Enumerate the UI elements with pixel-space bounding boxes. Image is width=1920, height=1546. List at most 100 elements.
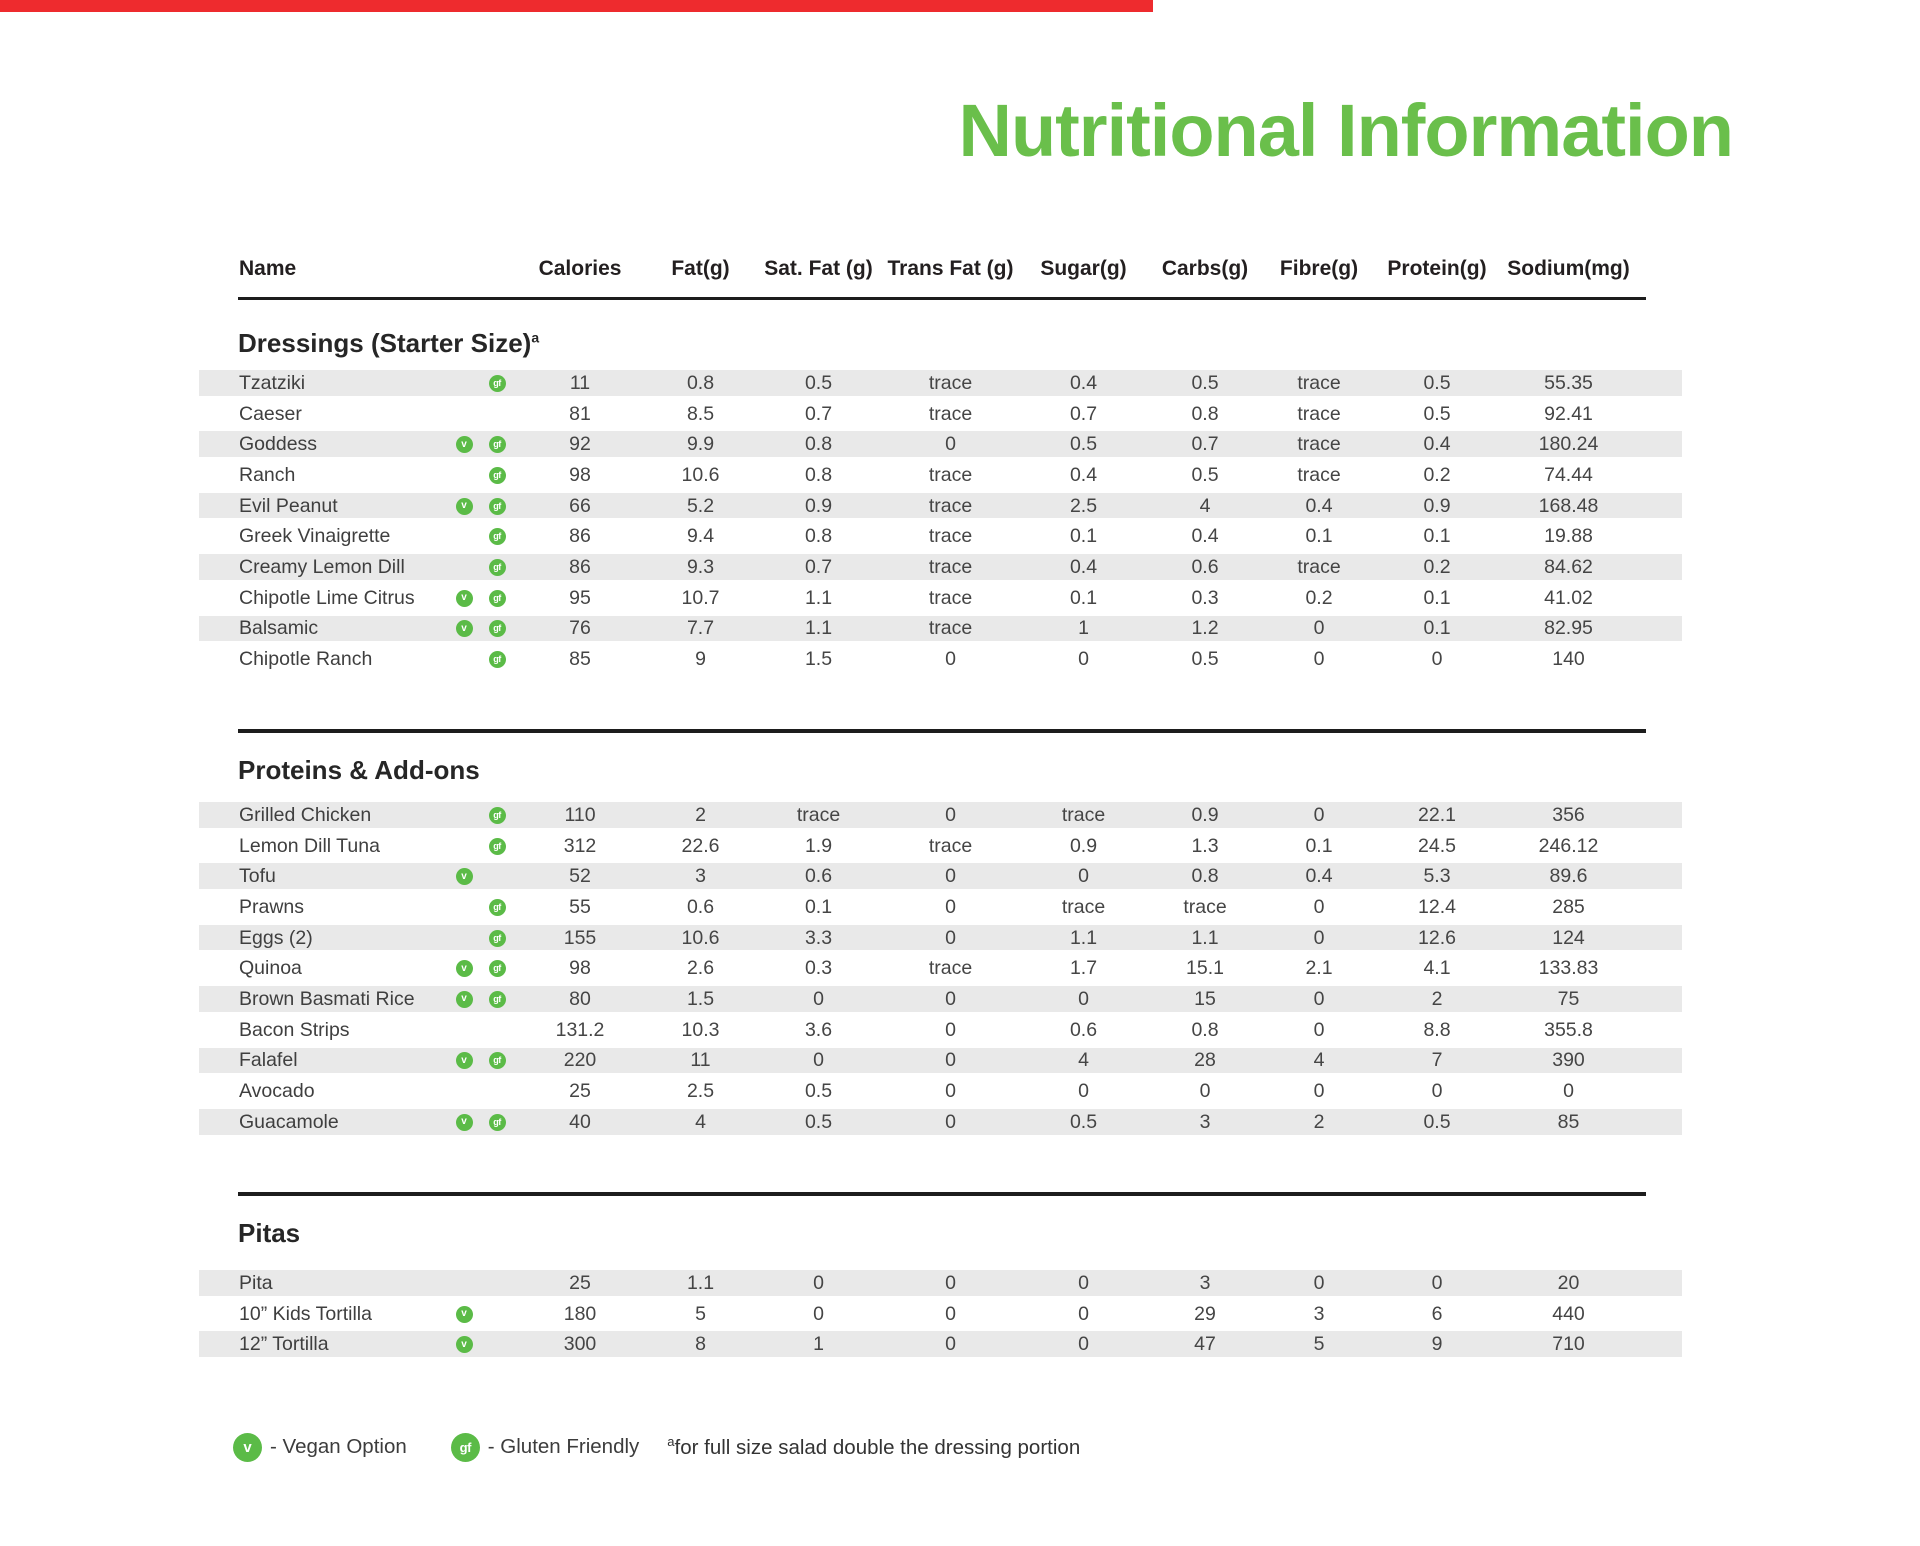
header-divider-rule	[238, 297, 1646, 300]
nutrition-value: 0.6	[1069, 1018, 1098, 1041]
nutrition-value: 0.9	[1423, 494, 1451, 517]
nutrition-value: 66	[569, 494, 591, 517]
vegan-badge-icon: v	[455, 1336, 473, 1354]
nutrition-value: 10.7	[681, 586, 720, 609]
nutrition-value: 0	[945, 1271, 956, 1294]
nutrition-value: 0.1	[1423, 525, 1451, 548]
nutrition-value: 0.1	[1305, 525, 1333, 548]
nutrition-value: trace	[928, 402, 973, 425]
nutrition-value: 52	[569, 865, 591, 888]
nutrition-value: 285	[1552, 895, 1585, 918]
table-row: Chipotle Lime Citrus v gf 95 10.7 1.1 trace…	[199, 583, 1682, 614]
nutrition-value: 80	[569, 987, 591, 1010]
section-title-dressings: Dressings (Starter Size)a	[238, 328, 539, 359]
section-divider-rule	[238, 729, 1646, 733]
vegan-badge-icon: v	[455, 1113, 473, 1131]
nutrition-value: 0.6	[804, 865, 833, 888]
gluten-friendly-badge-icon: gf	[488, 837, 506, 855]
nutrition-value: 180.24	[1538, 433, 1599, 456]
nutrition-value: 300	[563, 1333, 597, 1356]
nutrition-value: 81	[569, 402, 591, 425]
nutrition-value: 0.4	[1423, 433, 1451, 456]
nutrition-value: 0.5	[804, 371, 833, 394]
gluten-friendly-badge-icon: gf	[488, 990, 506, 1008]
nutrition-value: 95	[569, 586, 591, 609]
nutrition-value: 124	[1552, 926, 1585, 949]
vegan-badge-icon: v	[455, 497, 473, 515]
nutrition-value: 2.6	[686, 957, 715, 980]
nutrition-value: 1.1	[804, 586, 833, 609]
nutrition-value: 92.41	[1544, 402, 1593, 425]
nutrition-value: 8	[695, 1333, 706, 1356]
gluten-friendly-badge-icon: gf	[488, 898, 506, 916]
nutrition-value: 98	[569, 957, 591, 980]
nutrition-value: 110	[564, 803, 596, 826]
nutrition-value: 0	[1431, 1080, 1443, 1103]
nutrition-value: 0	[813, 1302, 824, 1325]
item-name: Caeser	[239, 402, 302, 425]
proteins-rows: Grilled Chicken v gf 1102trace0trace0.90…	[199, 800, 1682, 1138]
nutrition-value: 0.3	[1191, 586, 1219, 609]
section-divider-rule	[238, 1192, 1646, 1196]
nutrition-value: trace	[1297, 433, 1341, 456]
nutrition-value: 0.1	[804, 895, 833, 918]
nutrition-value: 0.9	[1191, 803, 1219, 826]
nutrition-value: 155	[563, 926, 597, 949]
nutrition-value: 390	[1552, 1049, 1585, 1072]
item-name: Goddess	[239, 433, 318, 456]
top-red-bar	[0, 0, 1153, 12]
gluten-friendly-badge-icon: gf	[488, 528, 506, 546]
item-name: Guacamole	[239, 1110, 339, 1133]
nutrition-value: trace	[796, 803, 841, 826]
nutrition-value: 0.2	[1423, 555, 1451, 578]
nutrition-value: 7.7	[686, 617, 715, 640]
nutrition-value: trace	[1297, 463, 1341, 486]
vegan-badge-icon: v	[455, 589, 473, 607]
nutrition-value: 0	[813, 987, 824, 1010]
item-name: Pita	[239, 1271, 273, 1294]
nutrition-value: 0	[945, 648, 956, 671]
nutrition-value: 0	[945, 1080, 956, 1103]
gluten-friendly-badge-icon: gf	[488, 929, 506, 947]
column-header-satfat: Sat. Fat (g)	[764, 257, 873, 280]
nutrition-value: 25	[569, 1080, 591, 1103]
nutrition-value: 710	[1552, 1333, 1585, 1356]
nutrition-value: 0.8	[804, 463, 833, 486]
table-row: Creamy Lemon Dill v gf 869.30.7trace0.40…	[199, 552, 1682, 583]
nutrition-value: 1.9	[804, 834, 833, 857]
nutrition-value: 0.1	[1423, 586, 1451, 609]
nutrition-value: 86	[569, 555, 591, 578]
nutrition-value: 0.8	[804, 433, 833, 456]
nutrition-value: trace	[928, 463, 973, 486]
nutrition-value: 24.5	[1418, 834, 1456, 857]
nutrition-value: 22.1	[1418, 803, 1456, 826]
nutrition-value: 12.6	[1418, 926, 1456, 949]
nutrition-value: 0	[945, 1049, 956, 1072]
gluten-friendly-badge-icon: gf	[488, 589, 506, 607]
nutrition-value: 0.3	[804, 957, 833, 980]
nutrition-value: 180	[563, 1302, 597, 1325]
nutrition-value: 9.3	[686, 555, 715, 578]
legend: v - Vegan Option gf - Gluten Friendly af…	[233, 1432, 1080, 1462]
nutrition-value: 12.4	[1418, 895, 1456, 918]
nutrition-value: 0	[945, 433, 956, 456]
section-title-pitas: Pitas	[238, 1218, 300, 1249]
table-row: Grilled Chicken v gf 1102trace0trace0.90…	[199, 800, 1682, 831]
item-name: Chipotle Lime Citrus	[239, 586, 415, 609]
nutrition-value: 1.3	[1191, 834, 1219, 857]
nutrition-value: 220	[563, 1049, 597, 1072]
section-title-proteins: Proteins & Add-ons	[238, 755, 480, 786]
nutrition-value: 1	[813, 1333, 824, 1356]
vegan-legend-label: - Vegan Option	[270, 1435, 407, 1458]
nutrition-value: 25	[569, 1271, 591, 1294]
nutrition-value: trace	[1061, 895, 1106, 918]
nutrition-value: 47	[1194, 1333, 1216, 1356]
nutrition-value: trace	[928, 586, 973, 609]
nutrition-value: 0.6	[686, 895, 715, 918]
column-header-sodium: Sodium(mg)	[1507, 257, 1630, 280]
nutrition-value: 1.5	[686, 987, 715, 1010]
